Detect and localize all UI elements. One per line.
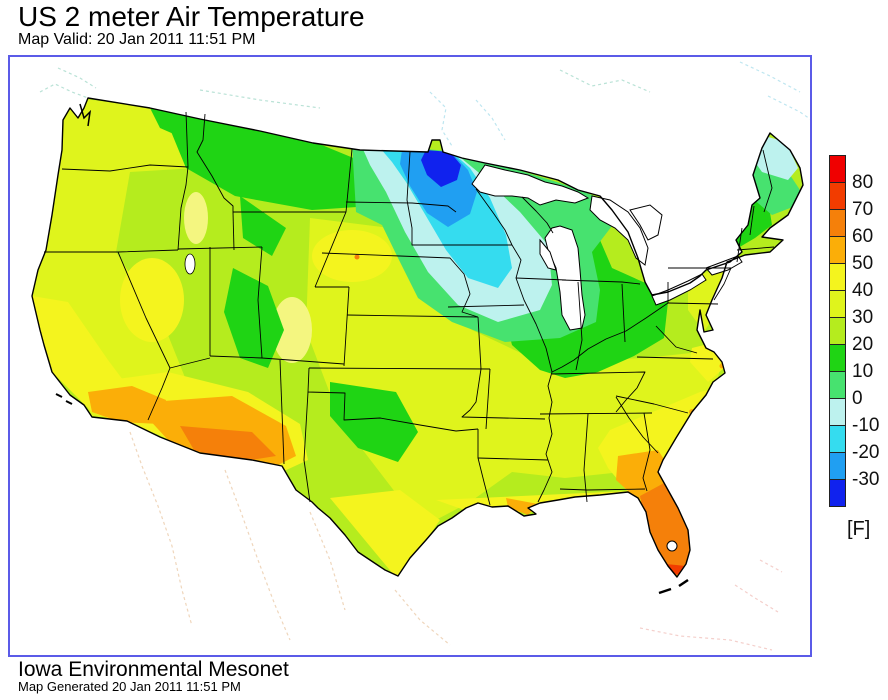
colorbar-tick-label: -10 <box>852 415 880 436</box>
colorbar-cell <box>829 182 846 210</box>
colorbar-cell <box>829 155 846 183</box>
map-frame <box>8 55 812 657</box>
us-coastline <box>31 97 804 578</box>
colorbar-tick-label: 20 <box>852 334 874 355</box>
temperature-fill-layer <box>32 98 803 577</box>
canada-lakes-outline <box>429 61 810 147</box>
coastal-details <box>55 103 689 595</box>
colorbar-cell <box>829 236 846 264</box>
colorbar-tick-label: 80 <box>852 172 874 193</box>
page-title: US 2 meter Air Temperature <box>18 1 365 32</box>
colorbar-cell <box>829 344 846 372</box>
colorbar-cell <box>829 425 846 453</box>
colorbar-cell <box>829 479 846 507</box>
colorbar-cell <box>829 452 846 480</box>
us-temperature-map <box>31 61 810 651</box>
state-borders-layer <box>44 111 775 506</box>
colorbar-cell <box>829 317 846 345</box>
colorbar-unit-label: [F] <box>847 518 871 540</box>
colorbar-tick-label: 10 <box>852 361 874 382</box>
colorbar-tick-label: 60 <box>852 226 874 247</box>
colorbar-cell <box>829 209 846 237</box>
colorbar-tick-label: 30 <box>852 307 874 328</box>
colorbar <box>829 155 846 507</box>
valid-time-label: Map Valid: 20 Jan 2011 11:51 PM <box>18 31 256 48</box>
colorbar-cell <box>829 290 846 318</box>
colorbar-tick-label: 50 <box>852 253 874 274</box>
colorbar-cell <box>829 263 846 291</box>
mexico-outline <box>129 431 451 646</box>
colorbar-tick-label: -30 <box>852 469 880 490</box>
footer-title: Iowa Environmental Mesonet <box>18 658 289 681</box>
colorbar-tick-label: 0 <box>852 388 863 409</box>
colorbar-cell <box>829 371 846 399</box>
canada-outline <box>39 67 651 109</box>
colorbar-ticks: 80 70 60 50 40 30 20 10 0 -10 -20 -30 <box>852 155 888 535</box>
colorbar-cell <box>829 398 846 426</box>
caribbean-outline <box>639 559 783 651</box>
colorbar-tick-label: -20 <box>852 442 880 463</box>
colorbar-tick-label: 70 <box>852 199 874 220</box>
footer-generated-label: Map Generated 20 Jan 2011 11:51 PM <box>18 679 241 694</box>
colorbar-tick-label: 40 <box>852 280 874 301</box>
